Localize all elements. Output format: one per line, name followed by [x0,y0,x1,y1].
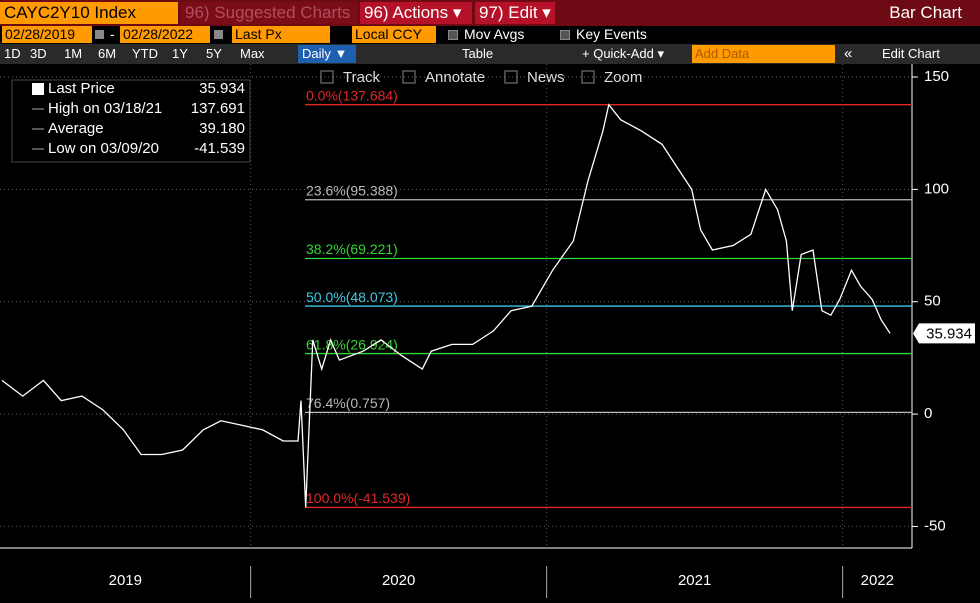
fib-label: 76.4%(0.757) [306,395,390,411]
edit-menu[interactable]: 97) Edit ▾ [475,2,555,24]
period-button[interactable]: 1Y [172,46,188,61]
suggested-charts: 96) Suggested Charts [181,2,357,24]
ticker[interactable]: CAYC2Y10 Index [0,2,178,24]
start-date[interactable]: 02/28/2019 [2,26,92,43]
checkbox[interactable] [448,30,458,40]
period-button[interactable]: 5Y [206,46,222,61]
fib-label: 50.0%(48.073) [306,289,398,305]
y-tick-label: 0 [924,405,932,422]
last-value-box [913,323,975,344]
tool-icon [504,70,518,84]
legend-value: 39.180 [199,120,245,137]
last-value-label: 35.934 [926,325,972,342]
x-tick-label: 2022 [861,572,894,589]
legend-value: -41.539 [194,140,245,157]
period-button[interactable]: 6M [98,46,117,61]
key-events[interactable]: Key Events [576,26,647,42]
quick-add[interactable]: + Quick-Add ▾ [582,46,665,61]
period-button[interactable]: Max [240,46,265,61]
legend-label: Last Price [48,80,115,97]
checkbox[interactable] [560,30,570,40]
legend-swatch [32,83,44,95]
fib-label: 0.0%(137.684) [306,87,398,103]
period-button[interactable]: 3D [30,46,47,61]
actions-menu[interactable]: 96) Actions ▾ [360,2,472,24]
calendar-icon[interactable] [95,30,104,39]
x-tick-label: 2020 [382,572,415,589]
tool-button: News [527,69,565,86]
legend-label: Average [48,120,104,137]
y-tick-label: 100 [924,180,949,197]
legend-label: Low on 03/09/20 [48,140,159,157]
add-data[interactable]: Add Data [692,45,835,63]
tool-button: Zoom [604,69,642,86]
frequency[interactable]: Daily ▼ [298,45,356,63]
y-tick-label: -50 [924,517,946,534]
tool-icon [320,70,334,84]
collapse[interactable]: « [844,45,853,62]
x-tick-label: 2019 [109,572,142,589]
dash: - [110,26,115,42]
chart: 150 100 50 0 -50 2019 2020 2021 2022 0.0%(137.684… [0,64,975,598]
edit-chart[interactable]: Edit Chart [882,46,940,61]
period-button[interactable]: 1M [64,46,83,61]
field[interactable]: Last Px [232,26,330,43]
mov-avgs[interactable]: Mov Avgs [464,26,525,42]
fib-label: 61.8%(26.924) [306,336,398,352]
y-tick-label: 150 [924,68,949,85]
legend-value: 137.691 [191,100,245,117]
y-tick-label: 50 [924,293,941,310]
tool-button: Track [343,69,380,86]
legend-value: 35.934 [199,80,245,97]
fib-label: 23.6%(95.388) [306,182,398,198]
period-button[interactable]: YTD [132,46,158,61]
table-button[interactable]: Table [462,46,494,61]
chart-kind: Bar Chart [889,3,962,22]
price-line [1,103,891,508]
fib-label: 100.0%(-41.539) [306,490,410,506]
x-tick-label: 2021 [678,572,711,589]
tool-button: Annotate [425,69,485,86]
legend-box [11,79,251,163]
tool-icon [402,70,416,84]
currency[interactable]: Local CCY [352,26,436,43]
legend-label: High on 03/18/21 [48,100,162,117]
calendar-icon[interactable] [214,30,223,39]
period-button[interactable]: 1D [4,46,21,61]
end-date[interactable]: 02/28/2022 [120,26,210,43]
tool-icon [581,70,595,84]
fib-label: 38.2%(69.221) [306,241,398,257]
